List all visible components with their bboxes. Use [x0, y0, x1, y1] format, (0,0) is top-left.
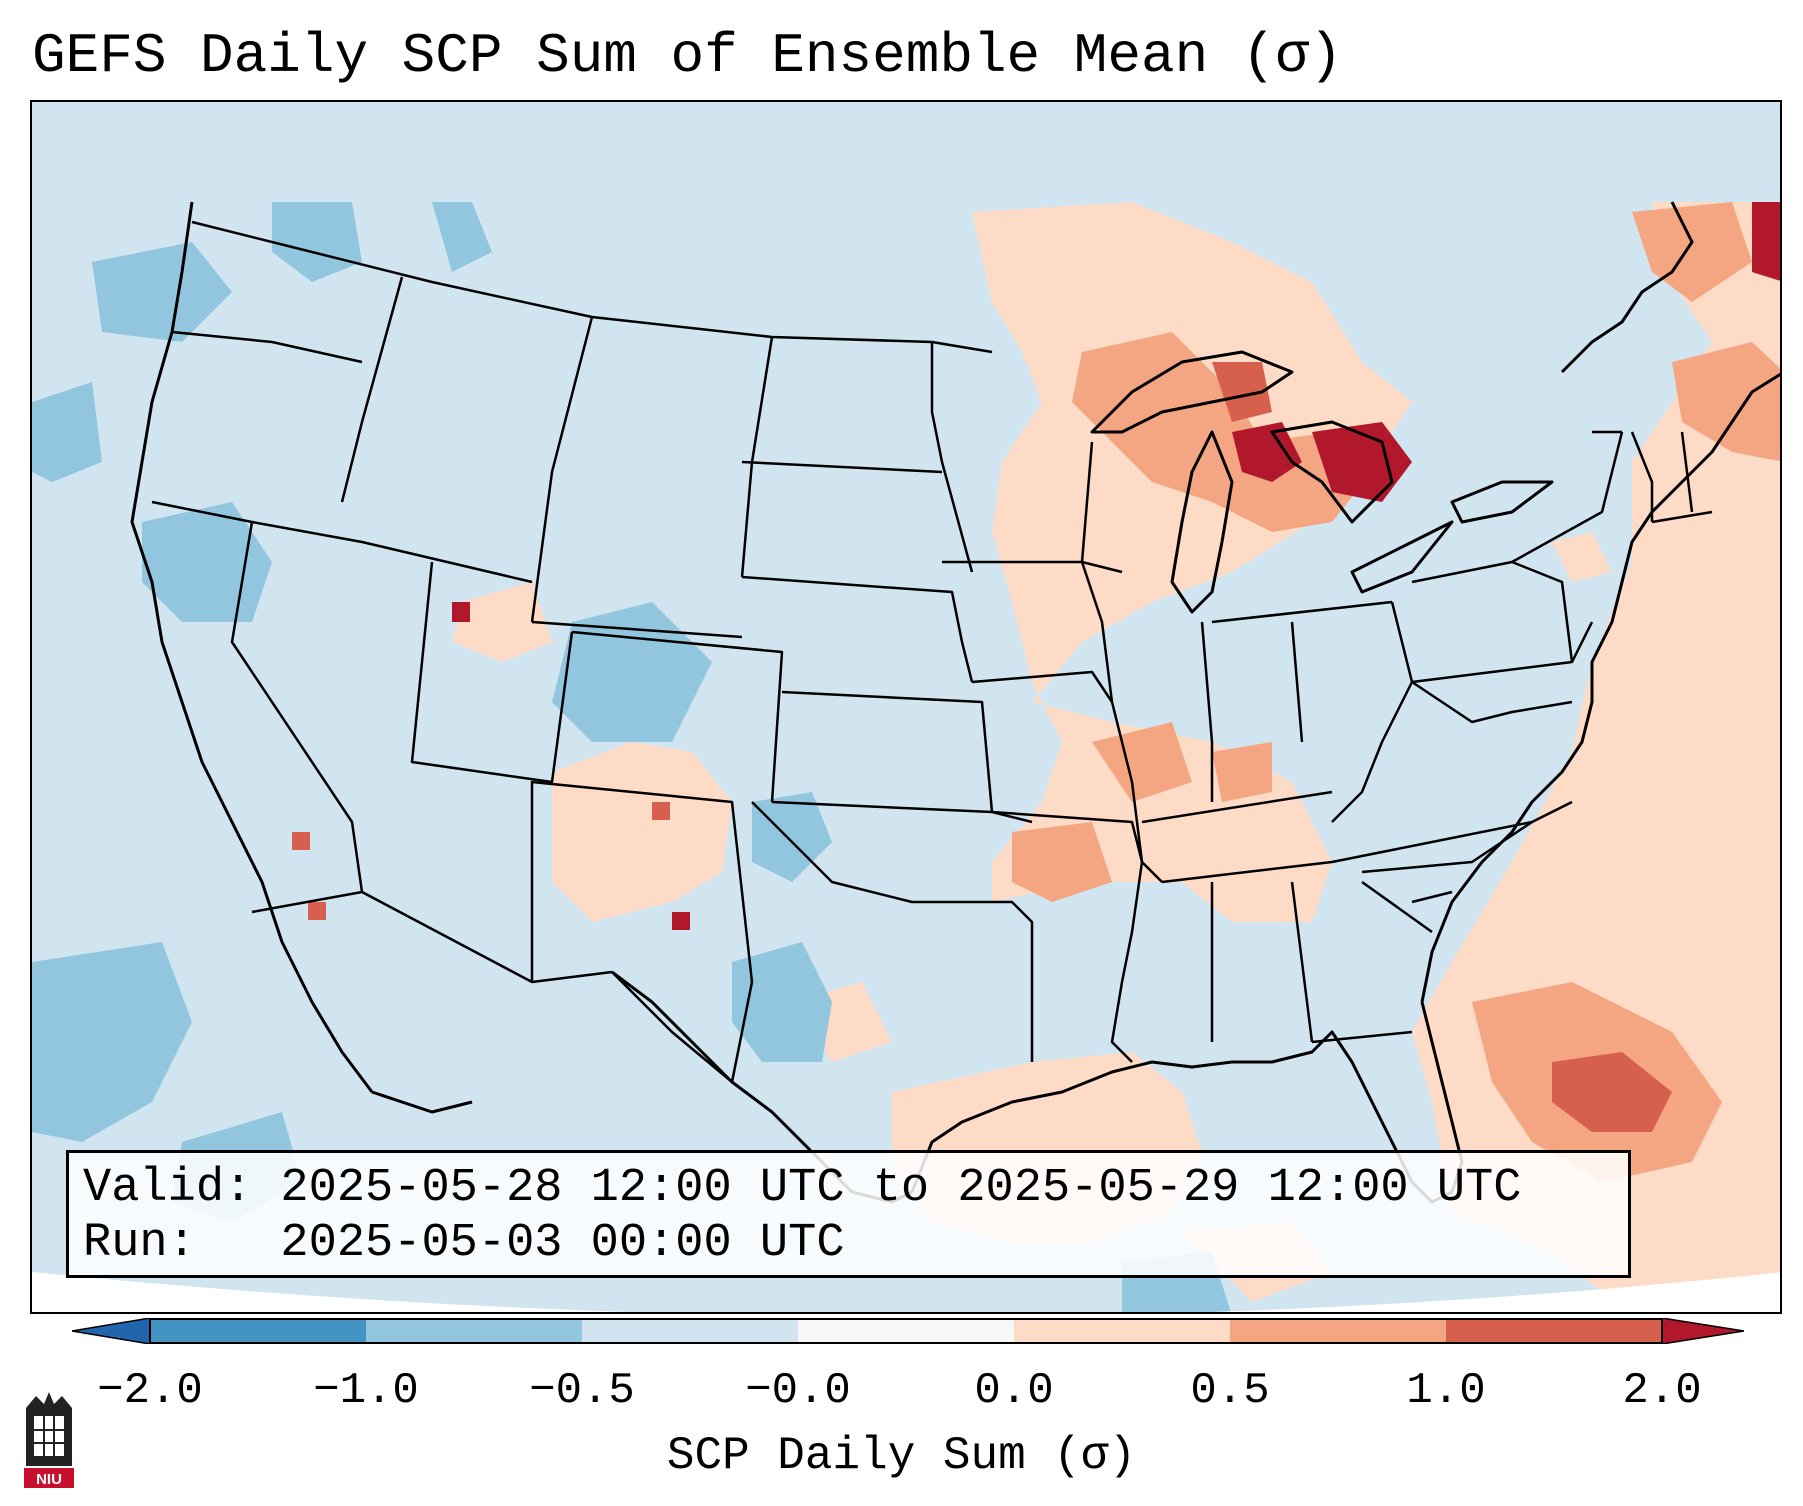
colorbar-segment-3: [582, 1319, 798, 1343]
colorbar-segment-5: [1014, 1319, 1230, 1343]
state-borders: [151, 220, 1713, 1083]
colorbar-extend-high: [1661, 1318, 1744, 1344]
colorbar-tick-label: −2.0: [97, 1366, 203, 1416]
colorbar-tick-label: −0.0: [745, 1366, 851, 1416]
valid-time-text: Valid: 2025-05-28 12:00 UTC to 2025-05-2…: [83, 1162, 1522, 1215]
colorbar-extend-low: [72, 1318, 151, 1344]
map-canvas: [32, 102, 1780, 1312]
colorbar-label: SCP Daily Sum (σ): [666, 1430, 1137, 1482]
map-title: GEFS Daily SCP Sum of Ensemble Mean (σ): [32, 24, 1343, 88]
projection-edge: [32, 1272, 1780, 1312]
colorbar-segment-6: [1230, 1319, 1446, 1343]
run-time-text: Run: 2025-05-03 00:00 UTC: [83, 1217, 845, 1270]
high-positive-areas: [292, 362, 1672, 1132]
map-panel[interactable]: [30, 100, 1782, 1314]
colorbar-segment-4: [798, 1319, 1014, 1343]
colorbar-tick-label: 1.0: [1406, 1366, 1486, 1416]
valid-time-box: Valid: 2025-05-28 12:00 UTC to 2025-05-2…: [66, 1150, 1631, 1278]
colorbar-tick-label: 0.0: [974, 1366, 1054, 1416]
colorbar-segment-2: [366, 1319, 582, 1343]
colorbar-segment-7: [1446, 1319, 1662, 1343]
colorbar-segment-1: [150, 1319, 366, 1343]
colorbar-tick-label: −0.5: [529, 1366, 635, 1416]
colorbar: [72, 1318, 1744, 1344]
colorbar-tick-label: 2.0: [1622, 1366, 1702, 1416]
logo-text: NIU: [36, 1471, 62, 1488]
colorbar-tick-label: −1.0: [313, 1366, 419, 1416]
colorbar-tick-label: 0.5: [1190, 1366, 1270, 1416]
great-lakes: [1090, 350, 1554, 614]
extreme-positive-areas: [452, 202, 1780, 930]
colorbar-outline: [149, 1318, 1663, 1344]
university-tower-icon: NIU: [24, 1392, 74, 1488]
